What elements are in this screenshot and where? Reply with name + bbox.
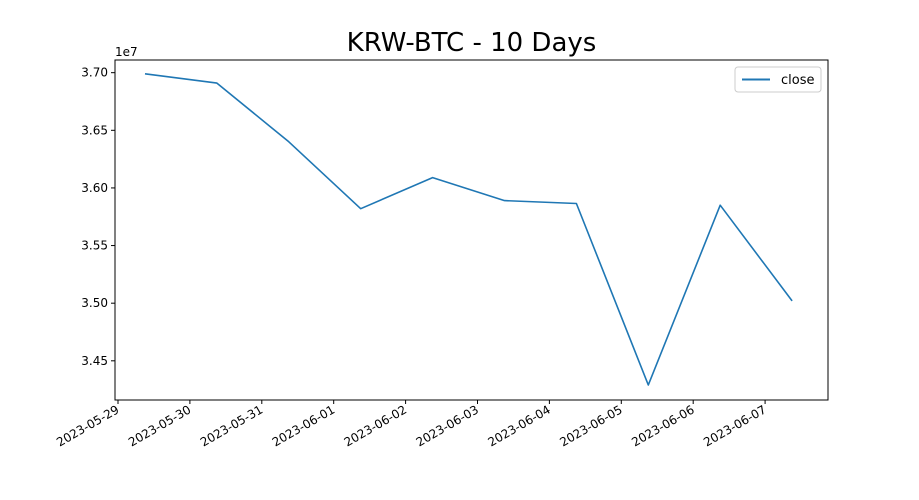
y-tick-label: 3.60 bbox=[81, 181, 108, 195]
x-axis: 2023-05-29 2023-05-30 2023-05-31 2023-06-01… bbox=[54, 400, 769, 449]
series-layer bbox=[144, 73, 793, 386]
x-tick-label: 2023-06-02 bbox=[342, 402, 409, 449]
x-tick-label: 2023-05-30 bbox=[126, 402, 193, 449]
y-axis-offset-label: 1e7 bbox=[115, 45, 138, 59]
legend: close bbox=[734, 66, 822, 93]
x-tick-label: 2023-06-03 bbox=[414, 402, 481, 449]
plot-area bbox=[115, 60, 828, 400]
x-tick-label: 2023-06-04 bbox=[485, 402, 552, 449]
x-tick-label: 2023-06-01 bbox=[270, 402, 337, 449]
series-line-close bbox=[144, 73, 793, 386]
x-tick-label: 2023-06-06 bbox=[629, 402, 696, 449]
x-tick-label: 2023-05-31 bbox=[198, 402, 265, 449]
y-axis: 3.45 3.50 3.55 3.60 3.65 3.70 bbox=[81, 66, 115, 368]
x-tick-label: 2023-06-07 bbox=[701, 402, 768, 449]
y-tick-label: 3.70 bbox=[81, 66, 108, 80]
y-tick-label: 3.50 bbox=[81, 296, 108, 310]
legend-box bbox=[734, 66, 822, 93]
y-tick-label: 3.55 bbox=[81, 239, 108, 253]
chart-title: KRW-BTC - 10 Days bbox=[347, 28, 597, 58]
x-tick-label: 2023-06-05 bbox=[557, 402, 624, 449]
legend-label-close: close bbox=[781, 73, 814, 88]
y-tick-label: 3.45 bbox=[81, 354, 108, 368]
plot-frame bbox=[114, 59, 829, 401]
x-tick-label: 2023-05-29 bbox=[54, 402, 121, 449]
y-tick-label: 3.65 bbox=[81, 123, 108, 137]
